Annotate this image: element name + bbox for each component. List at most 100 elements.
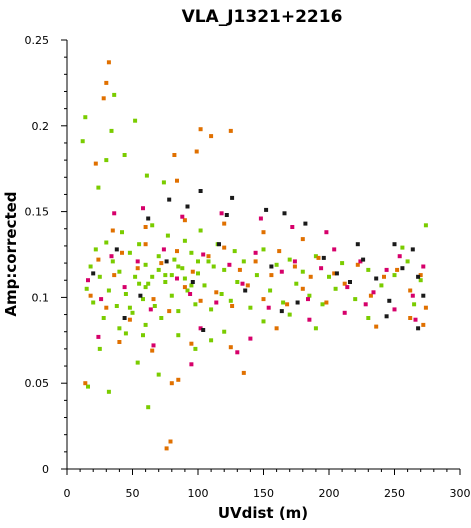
data-point [392,273,397,278]
data-point [366,316,371,320]
data-point [123,331,128,336]
data-point [307,317,312,322]
data-point [316,255,321,260]
data-point [96,185,101,190]
data-point [209,338,214,343]
data-point [342,310,347,315]
data-point [240,281,245,286]
data-point [169,273,174,278]
data-point [83,381,88,386]
data-point [387,298,392,303]
data-point [222,245,227,250]
data-point [189,341,194,346]
x-tick-label: 50 [126,487,140,500]
data-point [143,242,148,247]
data-point [209,307,214,312]
data-point [217,242,221,247]
data-point [423,305,428,310]
data-point [277,249,282,254]
data-point [156,267,161,272]
data-point [206,259,211,264]
data-point [106,389,111,394]
data-point [214,290,219,295]
data-point [127,317,132,322]
data-point [379,283,384,288]
data-point [135,259,140,264]
data-point [143,322,148,327]
data-point [164,259,169,264]
x-tick-label: 100 [188,487,209,500]
data-point [172,153,177,157]
data-point [141,206,145,211]
data-point [307,293,312,298]
data-point [146,216,151,221]
data-point [228,298,233,303]
x-tick-label: 150 [253,487,274,500]
data-point [180,214,185,219]
data-point [410,293,415,298]
data-point [421,264,426,269]
data-point [332,247,337,252]
data-point [198,326,203,331]
data-point [392,242,397,247]
data-point [287,312,292,317]
data-point [196,271,200,276]
data-point [143,285,148,290]
data-point [189,362,194,367]
data-point [137,281,142,286]
data-point [292,259,297,264]
x-tick-label: 300 [450,487,471,500]
data-point [137,242,142,247]
data-point [109,254,114,259]
data-point [169,381,174,386]
data-point [114,247,119,252]
data-point [353,297,358,302]
data-point [117,326,122,331]
data-point [117,269,122,274]
data-point [175,178,179,183]
data-point [421,293,426,298]
data-point [172,257,177,262]
data-point [202,283,207,288]
data-point [104,158,109,163]
data-point [80,139,85,144]
data-point [110,259,115,264]
data-point [400,266,405,271]
data-point [405,259,410,264]
data-point [366,267,371,272]
data-point [152,304,157,308]
data-point [91,300,96,305]
data-point [266,305,271,310]
data-point [290,225,295,229]
data-point [300,237,305,242]
data-point [167,309,172,314]
data-point [313,326,318,331]
data-point [198,228,203,233]
data-point [261,297,266,302]
data-point [292,264,297,269]
data-point [156,254,161,259]
data-point [169,293,174,298]
data-point [332,271,337,276]
data-point [421,322,426,327]
data-point [334,271,339,276]
data-point [182,238,187,243]
data-point [355,262,360,267]
data-point [214,300,219,305]
x-tick-label: 250 [384,487,405,500]
data-point [167,197,172,202]
data-point [279,309,284,314]
data-point [228,128,233,133]
data-point [146,281,151,286]
x-tick-label: 0 [64,487,71,500]
data-point [416,326,421,331]
data-point [222,329,227,334]
data-point [324,300,329,305]
data-point [374,276,379,281]
data-point [279,269,284,274]
data-point [211,264,216,269]
data-point [198,127,203,132]
data-point [400,245,405,250]
data-point [120,230,124,235]
